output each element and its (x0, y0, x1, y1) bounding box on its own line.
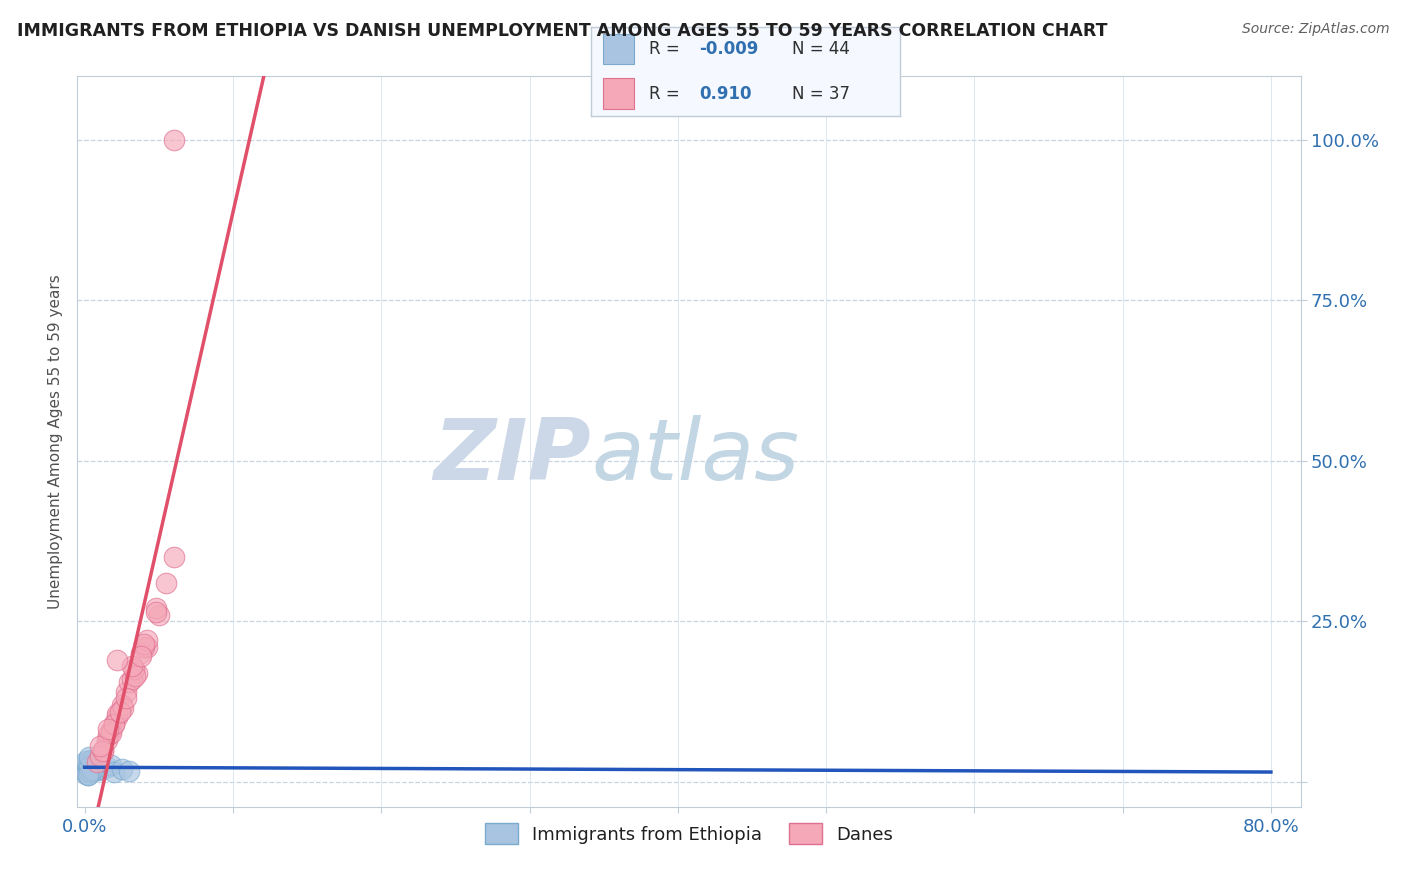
Text: -0.009: -0.009 (699, 40, 758, 58)
Text: ZIP: ZIP (433, 415, 591, 498)
Text: R =: R = (650, 85, 685, 103)
Point (76, 768, 98, 782)
Point (125, 665, 148, 680)
Point (163, 133, 186, 147)
Point (89, 748, 111, 763)
Point (86, 760, 108, 774)
Point (77, 756, 100, 771)
Point (84, 756, 107, 770)
Point (91, 744, 114, 758)
Point (118, 675, 141, 690)
Point (77, 760, 100, 774)
Point (76, 762, 98, 776)
Point (115, 685, 138, 699)
Point (82, 762, 104, 776)
Point (129, 649, 152, 664)
Point (75, 764, 97, 779)
Point (145, 605, 167, 619)
Point (118, 764, 141, 779)
Point (132, 640, 155, 654)
Point (97, 722, 120, 736)
Point (105, 653, 128, 667)
Point (83, 760, 105, 774)
Text: Source: ZipAtlas.com: Source: ZipAtlas.com (1241, 22, 1389, 37)
Text: atlas: atlas (591, 415, 799, 498)
Point (84, 759, 107, 773)
Point (100, 723, 122, 738)
Point (75, 767, 97, 781)
Point (89, 739, 111, 754)
Point (110, 706, 132, 720)
Text: IMMIGRANTS FROM ETHIOPIA VS DANISH UNEMPLOYMENT AMONG AGES 55 TO 59 YEARS CORREL: IMMIGRANTS FROM ETHIOPIA VS DANISH UNEMP… (17, 22, 1108, 40)
Point (129, 646, 152, 660)
Point (145, 601, 167, 615)
Point (86, 756, 108, 770)
Point (100, 726, 122, 740)
Text: N = 37: N = 37 (792, 85, 849, 103)
Bar (603, 34, 634, 64)
Point (121, 659, 143, 673)
Point (75, 762, 97, 776)
Point (77, 764, 100, 779)
Point (103, 716, 125, 731)
Point (75, 754, 97, 768)
Point (100, 758, 122, 772)
Text: N = 44: N = 44 (792, 40, 849, 58)
Point (87, 763, 110, 777)
Point (96, 760, 118, 774)
Point (155, 575, 177, 590)
Point (76, 764, 98, 779)
Point (76, 756, 98, 770)
Point (79, 756, 101, 771)
Point (79, 758, 101, 772)
Point (115, 691, 138, 706)
Point (79, 753, 101, 767)
Point (103, 764, 125, 779)
Point (75, 764, 97, 779)
Point (136, 633, 159, 648)
Point (122, 662, 145, 676)
Point (111, 698, 134, 712)
Point (82, 759, 104, 773)
Point (136, 640, 159, 654)
Bar (603, 78, 634, 109)
Point (96, 732, 118, 747)
Point (89, 763, 111, 777)
Point (75, 763, 97, 777)
Point (76, 768, 98, 782)
Point (79, 764, 101, 779)
Point (148, 607, 170, 622)
Point (82, 758, 104, 772)
Point (121, 672, 143, 686)
Point (83, 754, 105, 768)
Y-axis label: Unemployment Among Ages 55 to 59 years: Unemployment Among Ages 55 to 59 years (48, 274, 63, 609)
Point (105, 707, 128, 722)
Legend: Immigrants from Ethiopia, Danes: Immigrants from Ethiopia, Danes (477, 814, 901, 853)
Point (76, 756, 98, 770)
Point (105, 710, 128, 724)
Point (112, 701, 135, 715)
Point (132, 637, 155, 651)
Point (163, 549, 186, 564)
Point (111, 762, 134, 776)
Point (82, 763, 104, 777)
Point (77, 750, 100, 764)
Text: R =: R = (650, 40, 685, 58)
Point (77, 754, 100, 768)
Point (77, 760, 100, 774)
Point (83, 760, 105, 774)
Point (103, 716, 125, 731)
Point (124, 669, 146, 683)
Point (75, 763, 97, 777)
Point (77, 759, 100, 773)
Point (82, 756, 104, 771)
Point (84, 763, 107, 777)
Point (91, 742, 114, 756)
Text: 0.910: 0.910 (699, 85, 751, 103)
Point (97, 728, 120, 742)
Point (83, 756, 105, 771)
